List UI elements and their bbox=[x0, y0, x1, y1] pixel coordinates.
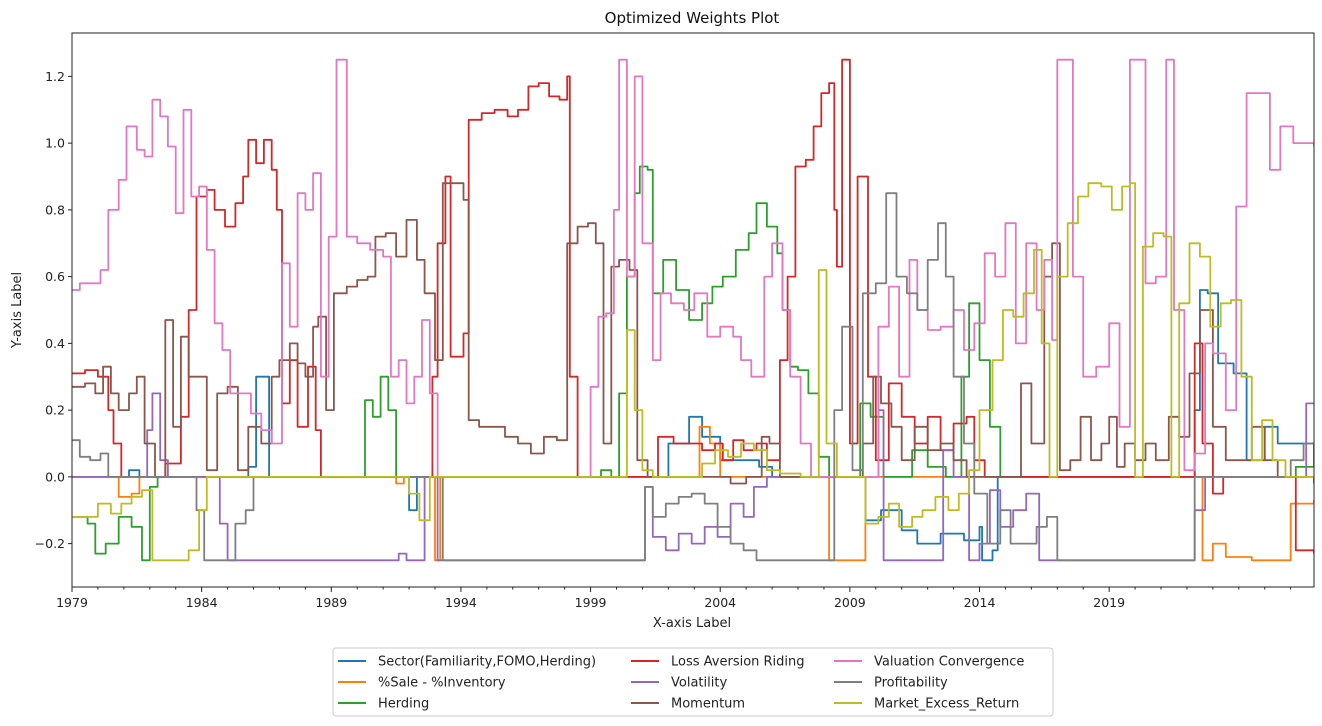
series-line-7 bbox=[72, 58, 1314, 478]
legend-label: Valuation Convergence bbox=[874, 655, 1024, 670]
series-layer bbox=[72, 58, 1314, 562]
series-line-6 bbox=[72, 182, 1314, 485]
y-tick-label: 0.8 bbox=[45, 202, 65, 217]
legend-label: Herding bbox=[378, 697, 429, 712]
y-tick-label: 1.2 bbox=[45, 69, 65, 84]
legend-label: Momentum bbox=[671, 697, 745, 712]
x-tick-label: 1979 bbox=[56, 595, 88, 610]
x-tick-label: 1989 bbox=[315, 595, 347, 610]
legend-label: Market_Excess_Return bbox=[874, 697, 1019, 712]
series-line-8 bbox=[72, 192, 1314, 562]
y-tick-label: 0.0 bbox=[45, 469, 65, 484]
series-line-4 bbox=[72, 58, 1314, 554]
y-tick-label: −0.2 bbox=[35, 536, 65, 551]
legend-label: Sector(Familiarity,FOMO,Herding) bbox=[378, 655, 596, 670]
plot-frame bbox=[71, 32, 1315, 588]
x-tick-label: 2019 bbox=[1093, 595, 1125, 610]
legend-label: %Sale - %Inventory bbox=[378, 676, 506, 691]
legend: Sector(Familiarity,FOMO,Herding) %Sale - … bbox=[332, 647, 1054, 717]
chart-title: Optimized Weights Plot bbox=[605, 9, 780, 27]
x-tick-label: 1984 bbox=[186, 595, 218, 610]
y-axis-title: Y-axis Label bbox=[10, 272, 25, 349]
legend-frame bbox=[332, 647, 1054, 717]
x-tick-label: 1999 bbox=[575, 595, 607, 610]
x-tick-label: 1994 bbox=[445, 595, 477, 610]
y-tick-label: 0.6 bbox=[45, 269, 65, 284]
y-axis: −0.2 0.0 0.2 0.4 0.6 0.8 1.0 1.2 bbox=[35, 69, 72, 551]
legend-label: Loss Aversion Riding bbox=[671, 655, 805, 670]
series-line-1 bbox=[72, 289, 1314, 562]
y-tick-label: 1.0 bbox=[45, 136, 65, 151]
y-tick-label: 0.2 bbox=[45, 403, 65, 418]
x-axis-title: X-axis Label bbox=[653, 616, 731, 631]
x-axis: 1979 1984 1989 1994 1999 2004 2009 2014 2019 bbox=[56, 587, 1292, 610]
y-tick-label: 0.4 bbox=[45, 336, 65, 351]
legend-label: Profitability bbox=[874, 676, 948, 691]
x-tick-label: 2004 bbox=[704, 595, 736, 610]
x-tick-label: 2009 bbox=[834, 595, 866, 610]
legend-label: Volatility bbox=[671, 676, 727, 691]
series-line-9 bbox=[72, 182, 1314, 562]
x-tick-label: 2014 bbox=[964, 595, 996, 610]
series-line-3 bbox=[72, 165, 1314, 562]
